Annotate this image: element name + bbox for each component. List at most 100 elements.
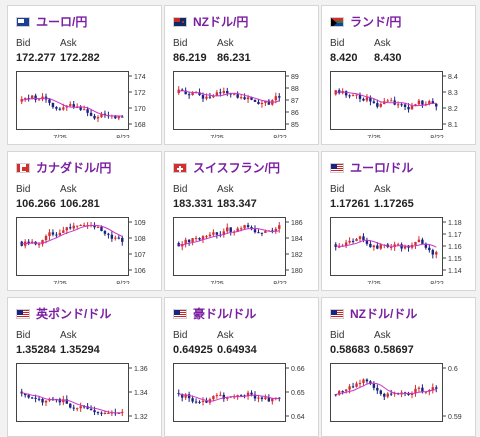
card-title[interactable]: 豪ドル/ドル [173,306,256,322]
candle-body [403,392,407,394]
y-tick-label: 1.34 [134,390,148,397]
rate-card-eurusd[interactable]: ユーロ/ドル Bid Ask 1.17261 1.17265 1.18 1.17 1.16 1.… [321,151,476,291]
candle-body [362,236,365,241]
rate-card-eurjpy[interactable]: ユーロ/円 Bid Ask 172.277 172.282 174 172 170 168 7/2… [7,5,162,145]
candle-body [400,104,403,106]
card-title[interactable]: ユーロ/円 [16,14,87,30]
candle-body [239,228,243,230]
candle-body [271,398,274,402]
candlestick-chart[interactable]: 109 108 107 106 7/25 8/22 [16,214,156,284]
card-title[interactable]: ランド/円 [330,14,401,30]
bid-value: 0.58683 [330,344,370,356]
candle-body [232,94,236,96]
rate-card-nzdjpy[interactable]: NZドル/円 Bid Ask 86.219 86.231 89 88 87 86 85 7/25 8/… [164,5,319,145]
y-tick-label: 8.4 [448,74,458,81]
bid-label: Bid [16,38,31,49]
candle-body [358,236,362,239]
rate-card-zarjpy[interactable]: ランド/円 Bid Ask 8.420 8.430 8.4 8.3 8.2 8.1 7/25 8/2… [321,5,476,145]
pair-name[interactable]: ランド/円 [350,15,402,29]
pair-name[interactable]: 豪ドル/ドル [193,307,257,321]
card-title[interactable]: NZドル/ドル [330,306,417,322]
candle-body [212,395,215,400]
candle-body [82,225,86,226]
candle-body [23,393,27,396]
us-flag-icon [173,309,187,319]
candle-body [37,398,41,400]
candle-body [389,100,393,102]
candle-body [222,394,226,399]
y-tick-label: 87 [291,98,299,105]
candle-body [27,241,30,243]
candle-body [424,391,428,393]
y-tick-label: 1.32 [134,414,148,421]
candle-body [369,97,372,102]
candlestick-chart[interactable]: 89 88 87 86 85 7/25 8/22 [173,68,313,138]
candle-body [93,225,96,228]
candle-body [219,92,222,94]
candle-body [379,244,383,249]
y-tick-label: 107 [134,252,146,259]
ask-value: 1.35294 [60,344,100,356]
pair-name[interactable]: ユーロ/ドル [350,161,414,175]
pair-name[interactable]: NZドル/円 [193,15,249,29]
candle-body [194,238,198,240]
candle-body [410,105,414,110]
candlestick-chart[interactable]: 0.66 0.65 0.64 [173,360,313,430]
ask-value: 86.231 [217,52,251,64]
candle-body [239,97,243,99]
card-title[interactable]: スイスフラン/円 [173,160,280,176]
ask-value: 8.430 [374,52,402,64]
candle-body [89,112,93,116]
rate-card-nzdusd[interactable]: NZドル/ドル Bid Ask 0.58683 0.58697 0.6 0.59 [321,297,476,437]
candle-body [180,394,184,398]
card-title[interactable]: NZドル/円 [173,14,248,30]
candle-body [365,240,369,244]
candle-body [376,103,379,107]
y-tick-label: 88 [291,86,299,93]
candlestick-chart[interactable]: 1.36 1.34 1.32 [16,360,156,430]
candle-body [79,107,82,110]
candle-body [431,250,435,255]
ask-value: 0.64934 [217,344,257,356]
candle-body [246,392,250,397]
y-tick-label: 182 [291,252,303,259]
za-flag-icon [330,17,344,27]
candle-body [435,252,438,255]
candle-body [435,103,438,107]
card-title[interactable]: ユーロ/ドル [330,160,413,176]
candle-body [65,227,69,231]
candlestick-chart[interactable]: 1.18 1.17 1.16 1.15 1.14 7/25 8/22 [330,214,470,284]
y-tick-label: 1.17 [448,232,462,239]
candle-body [191,238,194,243]
candle-body [205,236,208,238]
card-title[interactable]: 英ポンド/ドル [16,306,111,322]
candle-body [278,225,281,229]
rate-card-audusd[interactable]: 豪ドル/ドル Bid Ask 0.64925 0.64934 0.66 0.65 0.64 [164,297,319,437]
card-title[interactable]: カナダドル/円 [16,160,111,176]
y-tick-label: 0.66 [291,366,305,373]
candle-body [376,245,379,249]
candle-body [274,228,278,232]
candle-body [51,102,55,108]
pair-name[interactable]: スイスフラン/円 [193,161,280,175]
candle-body [253,99,257,102]
rate-card-cadjpy[interactable]: カナダドル/円 Bid Ask 106.266 106.281 109 108 107 106 7… [7,151,162,291]
pair-name[interactable]: ユーロ/円 [36,15,88,29]
ask-label: Ask [217,184,234,195]
rate-card-chfjpy[interactable]: スイスフラン/円 Bid Ask 183.331 183.347 186 184 182 180… [164,151,319,291]
candle-body [250,97,253,100]
candle-body [407,393,410,396]
candle-body [69,104,72,106]
moving-average-line [178,393,280,402]
candle-body [267,100,271,105]
candlestick-chart[interactable]: 8.4 8.3 8.2 8.1 7/25 8/22 [330,68,470,138]
pair-name[interactable]: 英ポンド/ドル [36,307,112,321]
candle-body [386,393,389,397]
candlestick-chart[interactable]: 186 184 182 180 7/25 8/22 [173,214,313,284]
candle-body [246,97,250,100]
pair-name[interactable]: カナダドル/円 [36,161,112,175]
pair-name[interactable]: NZドル/ドル [350,307,418,321]
rate-card-gbpusd[interactable]: 英ポンド/ドル Bid Ask 1.35284 1.35294 1.36 1.34 1.32 [7,297,162,437]
candlestick-chart[interactable]: 0.6 0.59 [330,360,470,430]
candlestick-chart[interactable]: 174 172 170 168 7/25 8/22 [16,68,156,138]
